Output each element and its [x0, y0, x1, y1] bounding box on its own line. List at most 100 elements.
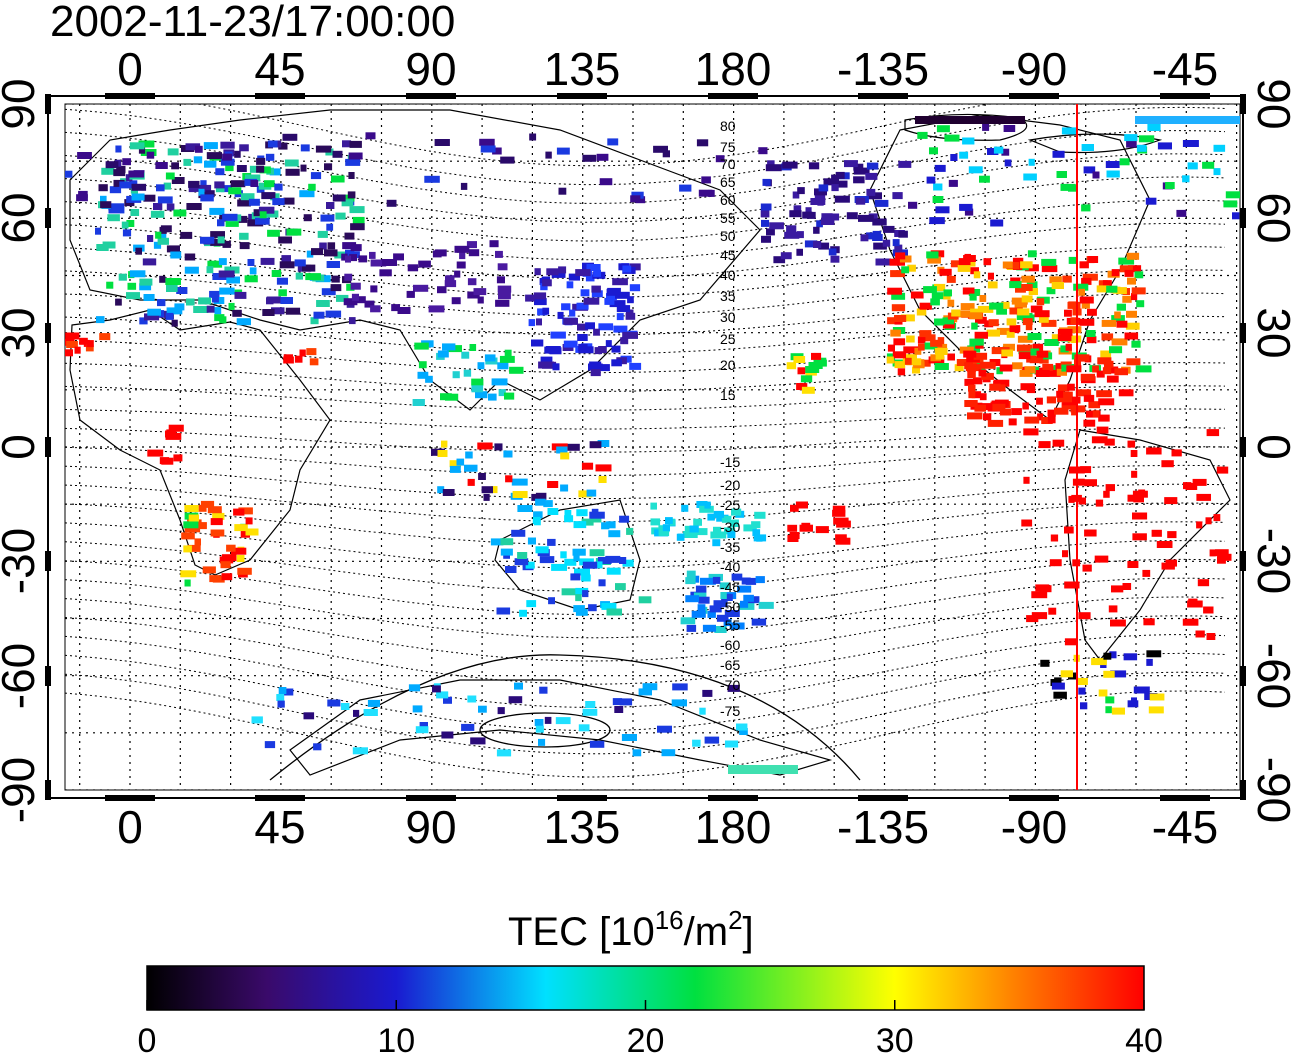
tec-observation: [1111, 269, 1120, 277]
tec-observation: [212, 295, 219, 303]
tec-observation: [1064, 581, 1080, 589]
tec-observation: [497, 707, 505, 715]
tec-observation: [629, 362, 642, 370]
tec-observation: [593, 269, 601, 277]
tec-observation: [1080, 373, 1095, 381]
tec-observation: [445, 393, 459, 401]
tec-observation: [573, 521, 587, 529]
tec-observation: [353, 709, 360, 717]
tec-observation: [762, 178, 771, 186]
tec-observation: [540, 356, 553, 364]
tec-observation: [578, 343, 588, 351]
tec-observation: [176, 287, 188, 294]
tec-observation: [1064, 526, 1074, 534]
tec-observation: [978, 369, 987, 377]
tec-observation: [131, 183, 147, 191]
tec-observation: [198, 504, 207, 512]
tec-observation: [1127, 494, 1135, 502]
tec-observation: [187, 544, 201, 552]
tec-observation: [313, 311, 325, 319]
contour-label: -40: [720, 559, 740, 575]
tec-observation: [1131, 293, 1138, 301]
tec-observation: [138, 146, 146, 154]
tec-observation: [225, 219, 239, 227]
tec-observation: [532, 516, 541, 524]
contour-label: -55: [720, 617, 740, 633]
tec-observation: [107, 214, 120, 222]
tec-observation: [233, 508, 245, 516]
tec-observation: [505, 566, 517, 573]
tec-observation: [933, 183, 943, 191]
tec-observation: [702, 689, 713, 697]
tec-observation: [155, 231, 162, 239]
tec-observation: [1136, 144, 1147, 152]
tec-observation: [344, 273, 353, 281]
tec-observation: [975, 316, 987, 324]
contour-label: 65: [720, 174, 736, 190]
tec-observation: [1119, 265, 1133, 273]
top-lon-label: 180: [695, 43, 772, 95]
tec-observation: [605, 340, 612, 348]
tec-observation: [560, 484, 569, 492]
tec-observation: [698, 596, 710, 604]
tec-observation: [467, 278, 477, 286]
tec-observation: [604, 297, 615, 305]
tec-observation: [1206, 429, 1220, 437]
tec-observation: [514, 682, 523, 690]
tec-observation: [782, 161, 798, 169]
tec-observation: [990, 219, 1004, 227]
tec-observation: [1038, 315, 1049, 323]
tec-observation: [729, 622, 745, 630]
tec-observation: [1027, 333, 1042, 340]
tec-observation: [575, 587, 589, 595]
tec-observation: [962, 287, 975, 295]
tec-observation: [1046, 396, 1057, 404]
tec-observation: [498, 389, 506, 397]
tec-observation: [1006, 318, 1017, 326]
tec-observation: [650, 502, 657, 510]
tec-observation: [1111, 585, 1124, 593]
tec-observation: [511, 529, 526, 537]
tec-observation: [831, 174, 839, 182]
tec-observation: [256, 165, 265, 173]
tec-observation: [419, 722, 428, 729]
tec-observation: [582, 590, 589, 598]
tec-observation: [585, 701, 596, 708]
contour-label: -60: [720, 637, 740, 653]
tec-observation: [563, 317, 578, 325]
tec-observation: [219, 287, 235, 295]
tec-observation: [464, 464, 478, 472]
tec-observation: [1049, 559, 1062, 567]
tec-observation: [274, 183, 283, 191]
tec-observation: [237, 199, 251, 207]
tec-observation: [240, 530, 250, 538]
tec-observation: [534, 268, 541, 276]
tec-observation: [917, 131, 928, 139]
tec-observation: [267, 229, 280, 237]
tec-observation: [578, 490, 593, 498]
tec-observation: [1068, 256, 1078, 264]
tec-observation: [947, 353, 955, 361]
tec-observation: [198, 188, 205, 196]
tec-observation: [286, 228, 302, 236]
tec-observation: [1122, 583, 1132, 590]
tec-observation: [564, 515, 574, 523]
right-latitude-axis: 90 60 30 0 -30 -60 -90: [1240, 78, 1292, 823]
tec-observation: [1020, 261, 1033, 269]
tec-observation: [934, 283, 946, 291]
tec-observation: [598, 346, 607, 353]
colorbar-tick-label: 10: [377, 1022, 415, 1057]
tec-observation: [95, 227, 101, 235]
tec-observation: [1031, 612, 1048, 620]
tec-observation: [926, 251, 939, 259]
contour-label: -15: [720, 454, 740, 470]
tec-observation: [994, 399, 1009, 407]
tec-observation: [230, 547, 247, 555]
tec-observation: [792, 191, 800, 199]
tec-observation: [527, 537, 536, 545]
tec-observation: [350, 282, 361, 290]
tec-observation: [167, 148, 179, 156]
tec-observation: [247, 259, 255, 266]
tec-observation: [66, 341, 78, 348]
tec-observation: [1147, 124, 1161, 131]
